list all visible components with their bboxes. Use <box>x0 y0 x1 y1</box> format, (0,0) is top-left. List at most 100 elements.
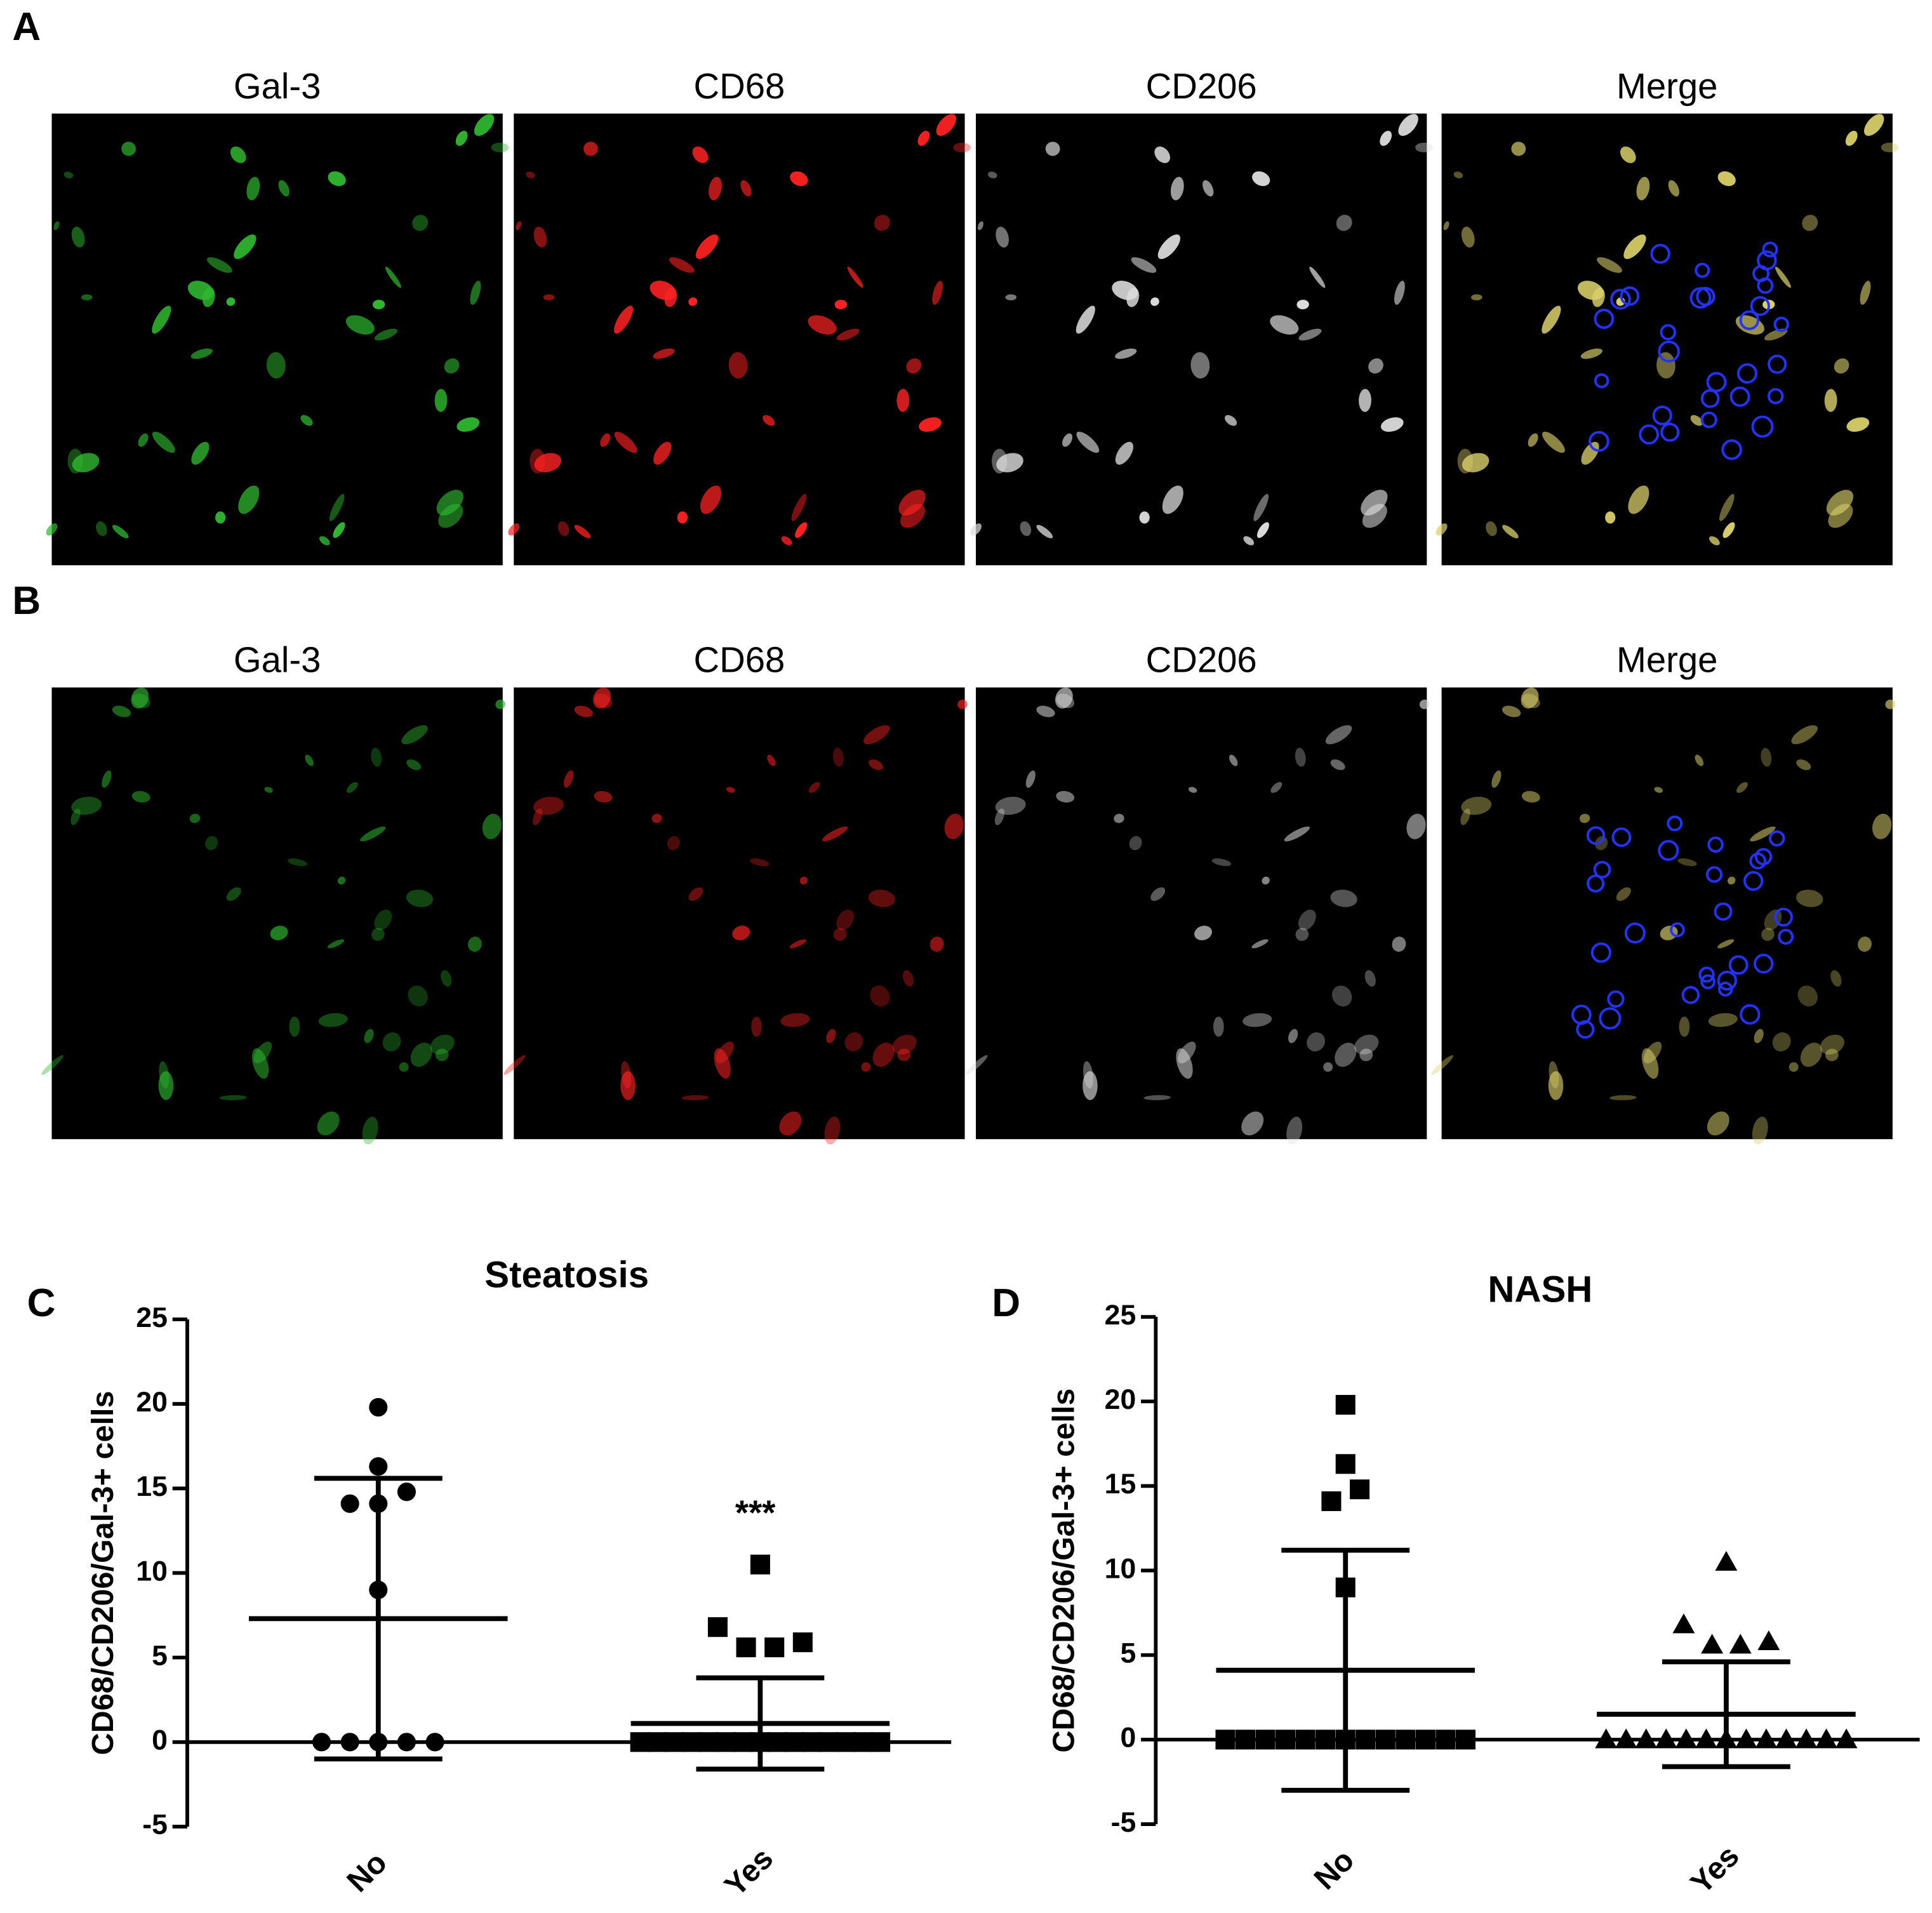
cell <box>1298 909 1316 931</box>
cell <box>1284 826 1310 842</box>
cell <box>112 705 131 717</box>
cell <box>364 1029 374 1043</box>
cell <box>1511 142 1526 156</box>
y-tick-label: 5 <box>152 1640 168 1671</box>
panel-letter: A <box>12 5 41 49</box>
cell <box>919 417 942 432</box>
cell <box>896 389 910 412</box>
y-axis-label: CD68/CD206/Gal-3+ cells <box>1047 1389 1081 1753</box>
nucleus <box>1721 439 1742 460</box>
cell <box>1025 770 1036 788</box>
cell <box>1298 328 1322 341</box>
y-tick-label: 15 <box>136 1471 168 1502</box>
data-point <box>1715 1550 1738 1571</box>
cell <box>808 315 837 335</box>
micrograph <box>970 113 1433 566</box>
cell <box>131 790 150 803</box>
nucleus <box>1639 424 1659 445</box>
cell <box>470 281 481 305</box>
cell <box>1581 441 1599 465</box>
cell <box>482 813 502 839</box>
cell <box>246 177 260 201</box>
cell <box>382 1032 401 1052</box>
nucleus <box>1729 386 1750 407</box>
cell <box>988 171 997 178</box>
cell <box>1336 215 1352 231</box>
data-point <box>369 1397 388 1417</box>
cell <box>957 699 968 709</box>
cell <box>401 725 428 745</box>
cell <box>995 796 1026 815</box>
data-point <box>1595 1728 1618 1749</box>
data-point <box>1356 1730 1376 1750</box>
nucleus <box>1757 277 1774 294</box>
cell <box>1885 699 1895 709</box>
cell <box>1750 826 1776 842</box>
cell <box>71 796 102 815</box>
cell <box>1126 288 1140 307</box>
cell <box>1296 300 1309 310</box>
cell <box>516 221 522 230</box>
cell <box>46 523 58 536</box>
cell <box>898 490 926 516</box>
cell <box>1654 787 1663 793</box>
cell <box>1309 267 1326 288</box>
nucleus <box>1757 250 1777 270</box>
data-point <box>1695 1728 1717 1749</box>
cell <box>1719 493 1735 521</box>
cell <box>264 787 273 793</box>
cell <box>406 759 422 770</box>
cell <box>1789 1062 1799 1072</box>
y-axis-label: CD68/CD206/Gal-3+ cells <box>86 1391 120 1756</box>
cell <box>328 171 346 187</box>
cell <box>1115 348 1137 359</box>
cell <box>1752 1116 1768 1145</box>
cell <box>700 485 722 514</box>
cell <box>688 887 703 901</box>
cell <box>534 453 562 472</box>
cell <box>1036 524 1053 538</box>
cell <box>833 928 847 941</box>
cell <box>594 790 613 803</box>
nucleus <box>1773 316 1789 333</box>
data-point <box>784 1732 804 1752</box>
cell <box>836 909 855 931</box>
cell <box>564 770 574 788</box>
cell <box>1359 389 1371 412</box>
cell <box>1170 177 1184 201</box>
cell <box>1605 511 1616 524</box>
data-point <box>1276 1730 1296 1750</box>
nucleus <box>1599 1007 1622 1030</box>
cell <box>1076 305 1095 334</box>
data-point <box>312 1733 331 1752</box>
nucleus <box>1624 922 1646 944</box>
nucleus <box>1717 970 1737 991</box>
data-point <box>716 1732 736 1752</box>
cell <box>1176 1048 1193 1079</box>
cell <box>1253 493 1269 521</box>
cell <box>932 281 943 305</box>
image-label: Gal-3 <box>234 66 321 106</box>
cell <box>1295 928 1309 941</box>
cell <box>1791 725 1818 745</box>
panel-letter: C <box>27 1281 56 1325</box>
data-point <box>1236 1730 1256 1750</box>
nucleus <box>1695 262 1710 278</box>
cell <box>329 493 345 521</box>
cell <box>953 142 971 152</box>
cell <box>1020 521 1032 537</box>
nucleus <box>1706 371 1727 392</box>
data-point <box>801 1732 822 1752</box>
image-label: Merge <box>1616 640 1717 680</box>
data-point <box>1350 1479 1370 1500</box>
cell <box>1036 705 1055 717</box>
y-tick-label: 25 <box>136 1302 168 1333</box>
cell <box>1330 890 1357 907</box>
cell <box>138 433 149 447</box>
data-point <box>733 1732 753 1752</box>
data-point <box>1815 1728 1838 1749</box>
cell <box>1157 234 1181 259</box>
cell <box>1641 1048 1659 1079</box>
cell <box>474 114 495 137</box>
